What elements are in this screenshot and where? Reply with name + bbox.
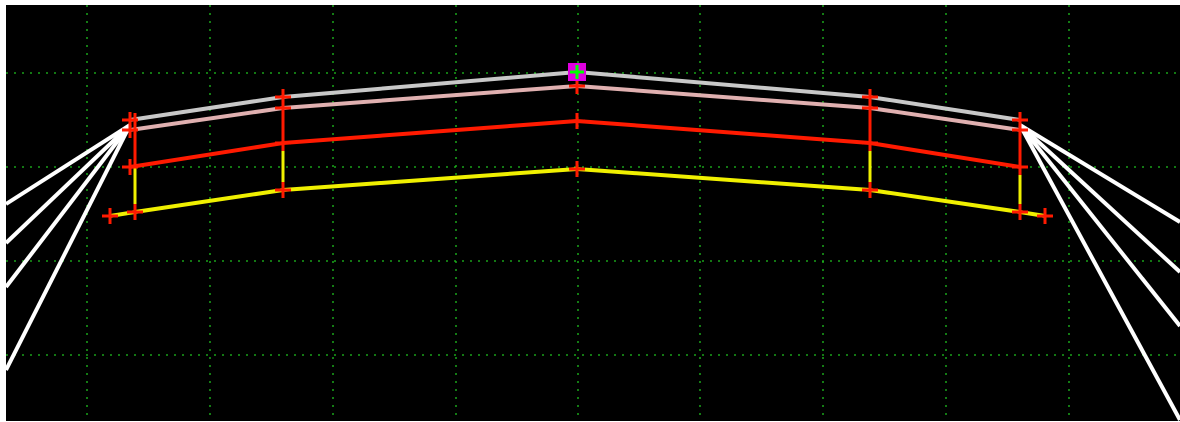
slope-line	[4, 123, 132, 245]
vertex-markers	[102, 78, 1053, 224]
slope-line	[1018, 124, 1180, 421]
canvas-background	[6, 5, 1180, 421]
slope-line	[4, 124, 132, 371]
slope-line	[1018, 123, 1180, 224]
selected-cross	[570, 65, 584, 79]
slope-line	[1018, 123, 1180, 328]
side-slopes	[4, 123, 1180, 421]
slope-line	[4, 123, 132, 289]
slope-line	[1018, 123, 1180, 274]
slope-line	[4, 123, 132, 206]
